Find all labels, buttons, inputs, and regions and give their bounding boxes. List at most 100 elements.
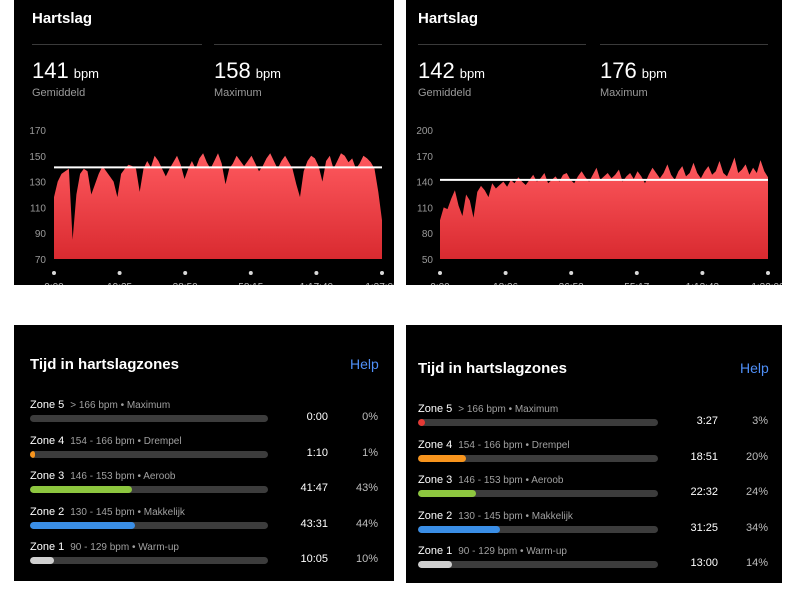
zone-bar-track bbox=[418, 561, 658, 568]
zone-bar-track bbox=[418, 525, 658, 533]
zone-time: 0:00 bbox=[306, 411, 328, 423]
zone-name: Zone 1 bbox=[30, 541, 65, 553]
hr-zones-panel-1: Tijd in hartslagzones Help Zone 5 > 166 b… bbox=[14, 325, 394, 581]
zone-percentage: 3% bbox=[752, 415, 768, 427]
panel-title: Hartslag bbox=[418, 10, 479, 27]
x-tick-label: 19:25 bbox=[107, 282, 132, 285]
maximum-label: Maximum bbox=[600, 87, 648, 99]
zone-bar-track bbox=[418, 490, 658, 497]
zone-row: Zone 2 130 - 145 bpm • Makkelijk 43:31 44% bbox=[14, 506, 394, 542]
zone-time: 1:10 bbox=[306, 446, 328, 459]
zone-percentage: 20% bbox=[745, 450, 768, 463]
zone-range: > 166 bpm • Maximum bbox=[70, 400, 171, 411]
x-tick-label: 36:52 bbox=[559, 282, 584, 285]
maximum-value: 158 bpm bbox=[214, 58, 282, 83]
heart-rate-chart: 170 150 130 110 90 70 0:00 19:25 38:50 58:15 1:17:… bbox=[29, 126, 394, 285]
y-tick-label: 110 bbox=[417, 203, 433, 214]
zone-time: 22:32 bbox=[690, 486, 718, 498]
average-label: Gemiddeld bbox=[418, 87, 472, 99]
zone-range: 130 - 145 bpm • Makkelijk bbox=[70, 506, 185, 518]
hr-zones-panel-2: Tijd in hartslagzones Help Zone 5 > 166 b… bbox=[406, 325, 782, 583]
y-tick-label: 150 bbox=[29, 152, 46, 163]
y-tick-label: 80 bbox=[422, 229, 434, 240]
zone-time: 18:51 bbox=[690, 450, 718, 463]
zone-time: 43:31 bbox=[300, 517, 328, 530]
zone-bar-fill bbox=[30, 521, 135, 529]
zone-row: Zone 2 130 - 145 bpm • Makkelijk 31:25 34% bbox=[406, 510, 782, 546]
x-tick-dot bbox=[700, 271, 705, 275]
zone-bar-fill bbox=[418, 525, 500, 533]
zone-bar-track bbox=[30, 486, 268, 493]
x-tick-label: 55:17 bbox=[624, 282, 649, 285]
zone-percentage: 34% bbox=[745, 521, 768, 534]
x-tick-label: 1:17:40 bbox=[300, 282, 334, 285]
zone-name: Zone 1 bbox=[418, 545, 453, 557]
zone-range: > 166 bpm • Maximum bbox=[458, 404, 559, 415]
x-tick-dot bbox=[380, 271, 384, 275]
zone-range: 90 - 129 bpm • Warm-up bbox=[70, 542, 179, 553]
zone-row: Zone 1 90 - 129 bpm • Warm-up 13:00 14% bbox=[406, 545, 782, 581]
zone-label: Zone 5 > 166 bpm • Maximum bbox=[418, 403, 558, 415]
zone-bar-fill bbox=[30, 450, 35, 458]
zone-bar-fill bbox=[418, 561, 452, 568]
zone-row: Zone 4 154 - 166 bpm • Drempel 18:51 20% bbox=[406, 439, 782, 475]
zone-percentage: 14% bbox=[745, 557, 768, 569]
x-tick-dot bbox=[766, 271, 770, 275]
zones-title: Tijd in hartslagzones bbox=[30, 356, 179, 373]
zone-range: 146 - 153 bpm • Aeroob bbox=[458, 475, 564, 486]
zone-bar-track bbox=[418, 454, 658, 462]
zone-time: 13:00 bbox=[690, 557, 718, 569]
zone-row: Zone 1 90 - 129 bpm • Warm-up 10:05 10% bbox=[14, 541, 394, 577]
zone-percentage: 10% bbox=[355, 553, 378, 565]
zone-row: Zone 3 146 - 153 bpm • Aeroob 41:47 43% bbox=[14, 470, 394, 506]
zone-name: Zone 3 bbox=[30, 470, 65, 482]
zone-percentage: 0% bbox=[362, 411, 378, 423]
heart-rate-area bbox=[440, 157, 768, 259]
zone-bar-fill bbox=[418, 454, 466, 462]
zone-label: Zone 2 130 - 145 bpm • Makkelijk bbox=[30, 506, 185, 518]
y-tick-label: 90 bbox=[35, 229, 47, 240]
zone-label: Zone 4 154 - 166 bpm • Drempel bbox=[30, 435, 182, 447]
zone-time: 31:25 bbox=[690, 521, 718, 534]
zone-percentage: 44% bbox=[355, 517, 378, 530]
zone-bar-fill bbox=[418, 419, 426, 426]
divider bbox=[214, 44, 382, 45]
y-tick-label: 50 bbox=[422, 255, 434, 266]
zone-bar-track bbox=[418, 419, 658, 426]
y-tick-label: 170 bbox=[29, 126, 46, 137]
zone-name: Zone 2 bbox=[30, 505, 65, 518]
help-link[interactable]: Help bbox=[740, 360, 769, 376]
zone-bar-track bbox=[30, 521, 268, 529]
x-tick-label: 18:26 bbox=[493, 282, 518, 285]
x-tick-dot bbox=[52, 271, 56, 275]
zone-time: 10:05 bbox=[300, 553, 328, 565]
zone-percentage: 24% bbox=[745, 486, 768, 498]
zone-bar-track bbox=[30, 415, 268, 422]
zone-row: Zone 3 146 - 153 bpm • Aeroob 22:32 24% bbox=[406, 474, 782, 510]
divider bbox=[600, 44, 768, 45]
x-tick-dot bbox=[183, 271, 188, 275]
heart-rate-panel-2: Hartslag 142 bpm Gemiddeld 176 bpm Maximum… bbox=[406, 0, 782, 285]
y-tick-label: 130 bbox=[29, 178, 46, 189]
x-tick-label: 0:00 bbox=[430, 282, 450, 285]
zone-time: 41:47 bbox=[300, 482, 328, 494]
heart-rate-area bbox=[54, 153, 382, 259]
x-tick-dot bbox=[248, 271, 253, 275]
zone-time: 3:27 bbox=[696, 415, 718, 427]
heart-rate-panel-1: Hartslag 141 bpm Gemiddeld 158 bpm Maximum… bbox=[14, 0, 394, 285]
zone-label: Zone 3 146 - 153 bpm • Aeroob bbox=[30, 470, 176, 482]
x-tick-dot bbox=[117, 271, 122, 275]
zone-range: 130 - 145 bpm • Makkelijk bbox=[458, 510, 573, 522]
divider bbox=[32, 44, 202, 45]
zone-row: Zone 4 154 - 166 bpm • Drempel 1:10 1% bbox=[14, 435, 394, 471]
zone-label: Zone 4 154 - 166 bpm • Drempel bbox=[418, 439, 570, 451]
y-tick-label: 200 bbox=[416, 126, 433, 137]
zone-range: 146 - 153 bpm • Aeroob bbox=[70, 471, 176, 482]
help-link[interactable]: Help bbox=[350, 356, 379, 372]
x-tick-dot bbox=[634, 271, 639, 275]
average-label: Gemiddeld bbox=[32, 87, 86, 99]
zone-range: 154 - 166 bpm • Drempel bbox=[70, 435, 182, 447]
y-tick-label: 170 bbox=[416, 152, 433, 163]
zone-bar-track bbox=[30, 557, 268, 564]
x-tick-dot bbox=[569, 271, 574, 275]
